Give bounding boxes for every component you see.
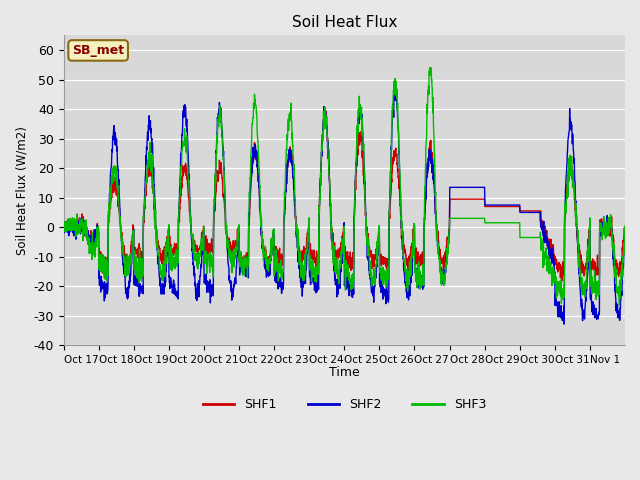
X-axis label: Time: Time xyxy=(329,366,360,379)
Title: Soil Heat Flux: Soil Heat Flux xyxy=(292,15,397,30)
Legend: SHF1, SHF2, SHF3: SHF1, SHF2, SHF3 xyxy=(198,394,491,417)
Y-axis label: Soil Heat Flux (W/m2): Soil Heat Flux (W/m2) xyxy=(15,126,28,255)
Text: SB_met: SB_met xyxy=(72,44,124,57)
